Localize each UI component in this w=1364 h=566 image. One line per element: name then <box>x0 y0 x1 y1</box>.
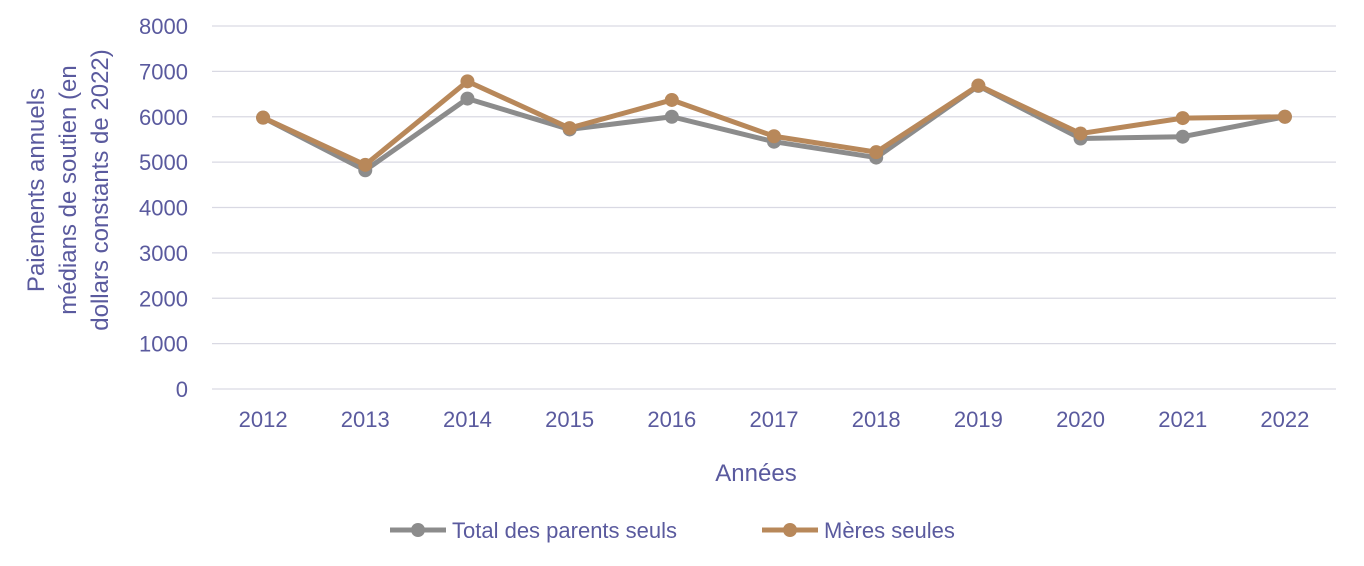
y-tick-label: 7000 <box>139 59 188 84</box>
x-tick-label: 2017 <box>750 407 799 432</box>
series-1 <box>256 74 1292 172</box>
data-point <box>358 157 373 172</box>
x-tick-label: 2021 <box>1158 407 1207 432</box>
x-tick-label: 2020 <box>1056 407 1105 432</box>
legend: Total des parents seuls Mères seules <box>390 518 955 543</box>
legend-label-meres: Mères seules <box>824 518 955 543</box>
y-tick-label: 5000 <box>139 150 188 175</box>
legend-swatch-total-marker <box>411 523 425 537</box>
x-tick-label: 2018 <box>852 407 901 432</box>
data-point <box>1073 126 1088 141</box>
series-lines <box>256 74 1292 178</box>
data-point <box>767 129 781 144</box>
legend-item-total: Total des parents seuls <box>390 518 677 543</box>
y-tick-label: 8000 <box>139 14 188 39</box>
data-point <box>664 109 679 124</box>
y-axis-title-line-3: dollars constants de 2022) <box>87 49 114 331</box>
y-tick-label: 4000 <box>139 196 188 221</box>
y-tick-label: 6000 <box>139 105 188 130</box>
y-axis-title-line-2: médians de soutien (en <box>55 65 82 315</box>
x-axis-ticks: 2012 2013 2014 2015 2016 2017 2018 2019 2020 2021… <box>239 407 1310 432</box>
y-tick-label: 1000 <box>139 332 188 357</box>
data-point <box>460 74 475 89</box>
x-axis-title: Années <box>715 460 796 487</box>
y-tick-label: 3000 <box>139 241 188 266</box>
data-point <box>460 91 475 106</box>
data-point <box>869 145 884 160</box>
data-point <box>1175 111 1190 126</box>
x-tick-label: 2015 <box>545 407 594 432</box>
x-tick-label: 2019 <box>954 407 1003 432</box>
x-tick-label: 2013 <box>341 407 390 432</box>
data-point <box>971 78 986 93</box>
data-point <box>562 121 577 136</box>
x-tick-label: 2016 <box>647 407 696 432</box>
x-tick-label: 2022 <box>1260 407 1309 432</box>
legend-swatch-meres-marker <box>783 523 797 537</box>
data-point <box>256 110 271 125</box>
x-tick-label: 2012 <box>239 407 288 432</box>
y-axis-ticks: 0 1000 2000 3000 4000 5000 6000 7000 8000 <box>139 14 188 402</box>
y-axis-title: Paiements annuels médians de soutien (en… <box>23 49 114 331</box>
y-tick-label: 2000 <box>139 286 188 311</box>
legend-item-meres: Mères seules <box>762 518 955 543</box>
series-line-1 <box>260 78 1288 168</box>
y-tick-label: 0 <box>176 377 188 402</box>
data-point <box>1175 129 1190 144</box>
gridlines <box>212 25 1336 390</box>
data-point <box>1277 109 1292 124</box>
data-point <box>664 92 679 107</box>
legend-label-total: Total des parents seuls <box>452 518 677 543</box>
x-tick-label: 2014 <box>443 407 492 432</box>
y-axis-title-line-1: Paiements annuels <box>23 88 50 292</box>
